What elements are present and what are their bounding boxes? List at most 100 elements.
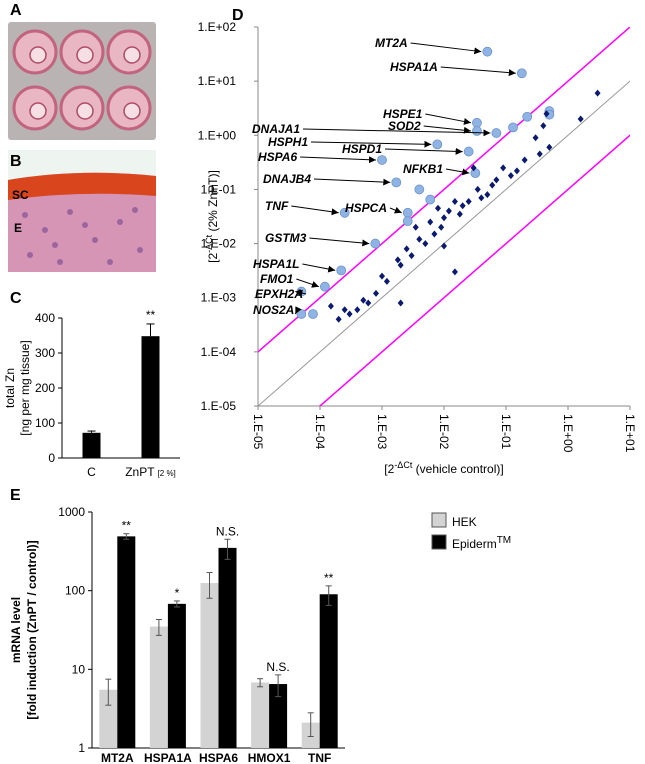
bar xyxy=(82,432,101,458)
bar xyxy=(218,547,237,748)
legend-label: HEK xyxy=(452,515,477,529)
y-axis-label-part: [2 xyxy=(206,253,220,263)
point xyxy=(482,46,493,57)
x-tick-label: 1.E-02 xyxy=(437,414,451,450)
point xyxy=(360,296,367,304)
point xyxy=(493,176,500,184)
legend-label: EpidermTM xyxy=(452,535,511,552)
label-arrow xyxy=(296,278,320,288)
x-tick-label: HMOX1 xyxy=(248,751,291,764)
label-arrow xyxy=(294,306,302,315)
significance: N.S. xyxy=(266,660,289,674)
significance: * xyxy=(175,586,180,600)
point-label: NOS2A xyxy=(253,303,294,317)
point xyxy=(397,299,404,307)
label-arrow xyxy=(295,289,307,297)
label-arrow xyxy=(425,113,472,125)
point xyxy=(543,110,550,118)
point-label: HSPA1A xyxy=(390,60,438,74)
label-arrow xyxy=(440,66,516,77)
y-axis-label: mRNA level xyxy=(9,597,23,663)
x-tick-label: 1.E+00 xyxy=(561,414,575,453)
significance: N.S. xyxy=(216,524,239,538)
point xyxy=(336,265,347,276)
y-tick-label: 1000 xyxy=(58,505,85,519)
point xyxy=(474,185,481,193)
y-axis-label: total Zn xyxy=(3,368,17,408)
point xyxy=(513,167,520,175)
point-label: GSTM3 xyxy=(265,231,307,245)
point xyxy=(445,207,452,215)
x-tick-label: 1.E-01 xyxy=(499,414,513,450)
y-tick-label: 1.E-01 xyxy=(201,182,237,196)
y-tick-label: 1.E-03 xyxy=(201,291,237,305)
point xyxy=(416,235,423,243)
point xyxy=(379,272,385,280)
legend-swatch xyxy=(431,534,447,550)
point xyxy=(456,210,463,218)
point xyxy=(484,191,491,199)
point xyxy=(365,299,372,307)
x-tick-label: 1.E-03 xyxy=(375,414,389,450)
reference-line xyxy=(258,27,630,353)
point-label: DNAJA1 xyxy=(252,122,300,136)
bar xyxy=(117,536,136,748)
x-tick-label: MT2A xyxy=(101,751,134,764)
y-tick-label: 1.E+02 xyxy=(198,20,237,34)
point xyxy=(434,204,441,212)
point xyxy=(532,134,539,142)
point xyxy=(577,115,584,123)
point-label: HSPH1 xyxy=(268,135,308,149)
x-tick-label: HSPA6 xyxy=(199,751,238,764)
point xyxy=(521,156,528,164)
point xyxy=(339,207,350,218)
point-label: HSPA1L xyxy=(253,257,299,271)
x-axis-label-part: (vehicle control)] xyxy=(412,462,503,476)
point xyxy=(516,68,527,79)
panel-label: A xyxy=(10,2,22,19)
point xyxy=(441,214,447,222)
legend-name: Epiderm xyxy=(452,537,497,551)
y-tick-label: 300 xyxy=(35,346,55,360)
point xyxy=(489,181,496,189)
point-label: SOD2 xyxy=(388,119,421,133)
point-label: HSPE1 xyxy=(383,107,423,121)
category: ZnPT xyxy=(125,465,155,479)
point xyxy=(335,315,342,323)
label-arrow xyxy=(389,206,402,214)
significance: ** xyxy=(122,519,132,533)
y-tick-label: 1 xyxy=(78,741,85,755)
x-axis-label: [2-ΔCt (vehicle control)] xyxy=(384,460,503,476)
panel-label: B xyxy=(10,153,22,170)
point xyxy=(465,197,472,205)
label-arrow xyxy=(423,125,472,134)
y-tick-label: 10 xyxy=(72,662,86,676)
bar xyxy=(251,682,270,748)
x-tick-label: ZnPT [2 %] xyxy=(125,465,176,479)
x-tick-label: HSPA1A xyxy=(144,751,192,764)
point xyxy=(431,230,438,238)
y-tick-label: 400 xyxy=(35,311,55,325)
x-axis-label-part: -ΔCt xyxy=(394,460,413,470)
bar xyxy=(269,684,288,748)
point xyxy=(308,309,318,319)
category: C xyxy=(87,465,96,479)
point xyxy=(354,306,361,314)
point xyxy=(546,143,553,151)
point xyxy=(346,310,353,318)
point xyxy=(425,194,436,205)
bar xyxy=(99,689,118,748)
point-label: HSPCA xyxy=(345,201,387,215)
point-label: NFKB1 xyxy=(403,162,443,176)
point xyxy=(594,89,601,97)
point xyxy=(463,146,474,157)
point xyxy=(391,177,402,188)
label-arrow xyxy=(302,263,336,273)
panel-label: C xyxy=(10,290,22,307)
panel-label: D xyxy=(232,7,244,24)
photo-histology xyxy=(8,150,156,272)
label-arrow xyxy=(384,147,463,155)
y-tick-label: 200 xyxy=(35,381,55,395)
label-arrow xyxy=(309,237,370,247)
